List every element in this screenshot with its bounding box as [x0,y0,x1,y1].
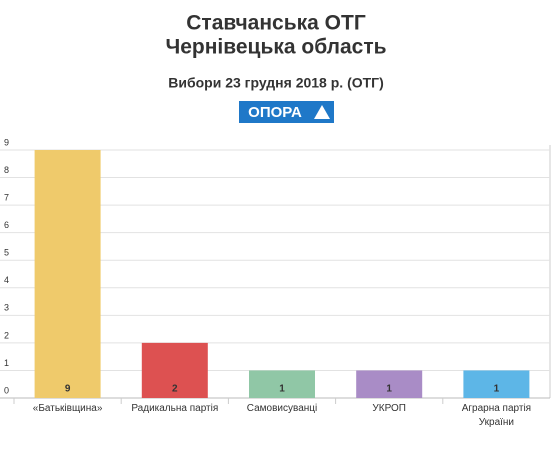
x-tick-label: Аграрна партія України [461,403,532,428]
chart-subtitle: Вибори 23 грудня 2018 р. (ОТГ) [168,75,384,91]
y-tick-label: 8 [4,165,9,175]
bar [34,150,101,398]
value-label: 2 [172,384,178,395]
x-tick-label: УКРОП [372,403,406,414]
bar [141,342,208,398]
value-label: 1 [279,384,285,395]
y-tick-label: 1 [4,358,9,368]
bar [249,370,315,398]
value-label: 1 [494,384,500,395]
x-tick-label: Радикальна партія [131,403,219,414]
x-tick-label: Самовисуванці [246,403,318,414]
logo-icon [314,105,330,119]
y-tick-label: 5 [4,248,9,258]
value-label: 9 [65,384,71,395]
y-tick-label: 7 [4,192,9,202]
chart-title: Ставчанська ОТГ [186,12,366,35]
y-tick-label: 2 [4,330,9,340]
bar [356,370,423,398]
y-tick-label: 6 [4,220,9,230]
y-tick-label: 3 [4,303,9,313]
value-label: 1 [386,384,392,395]
y-tick-label: 0 [4,385,9,395]
bar [463,370,530,398]
logo-box [239,101,334,123]
x-tick-label: «Батьківщина» [32,403,103,414]
y-tick-label: 4 [4,275,9,285]
y-tick-label: 9 [4,137,9,147]
logo-text: ОПОРА [248,104,302,121]
chart-title-line: Чернівецька область [165,36,386,59]
